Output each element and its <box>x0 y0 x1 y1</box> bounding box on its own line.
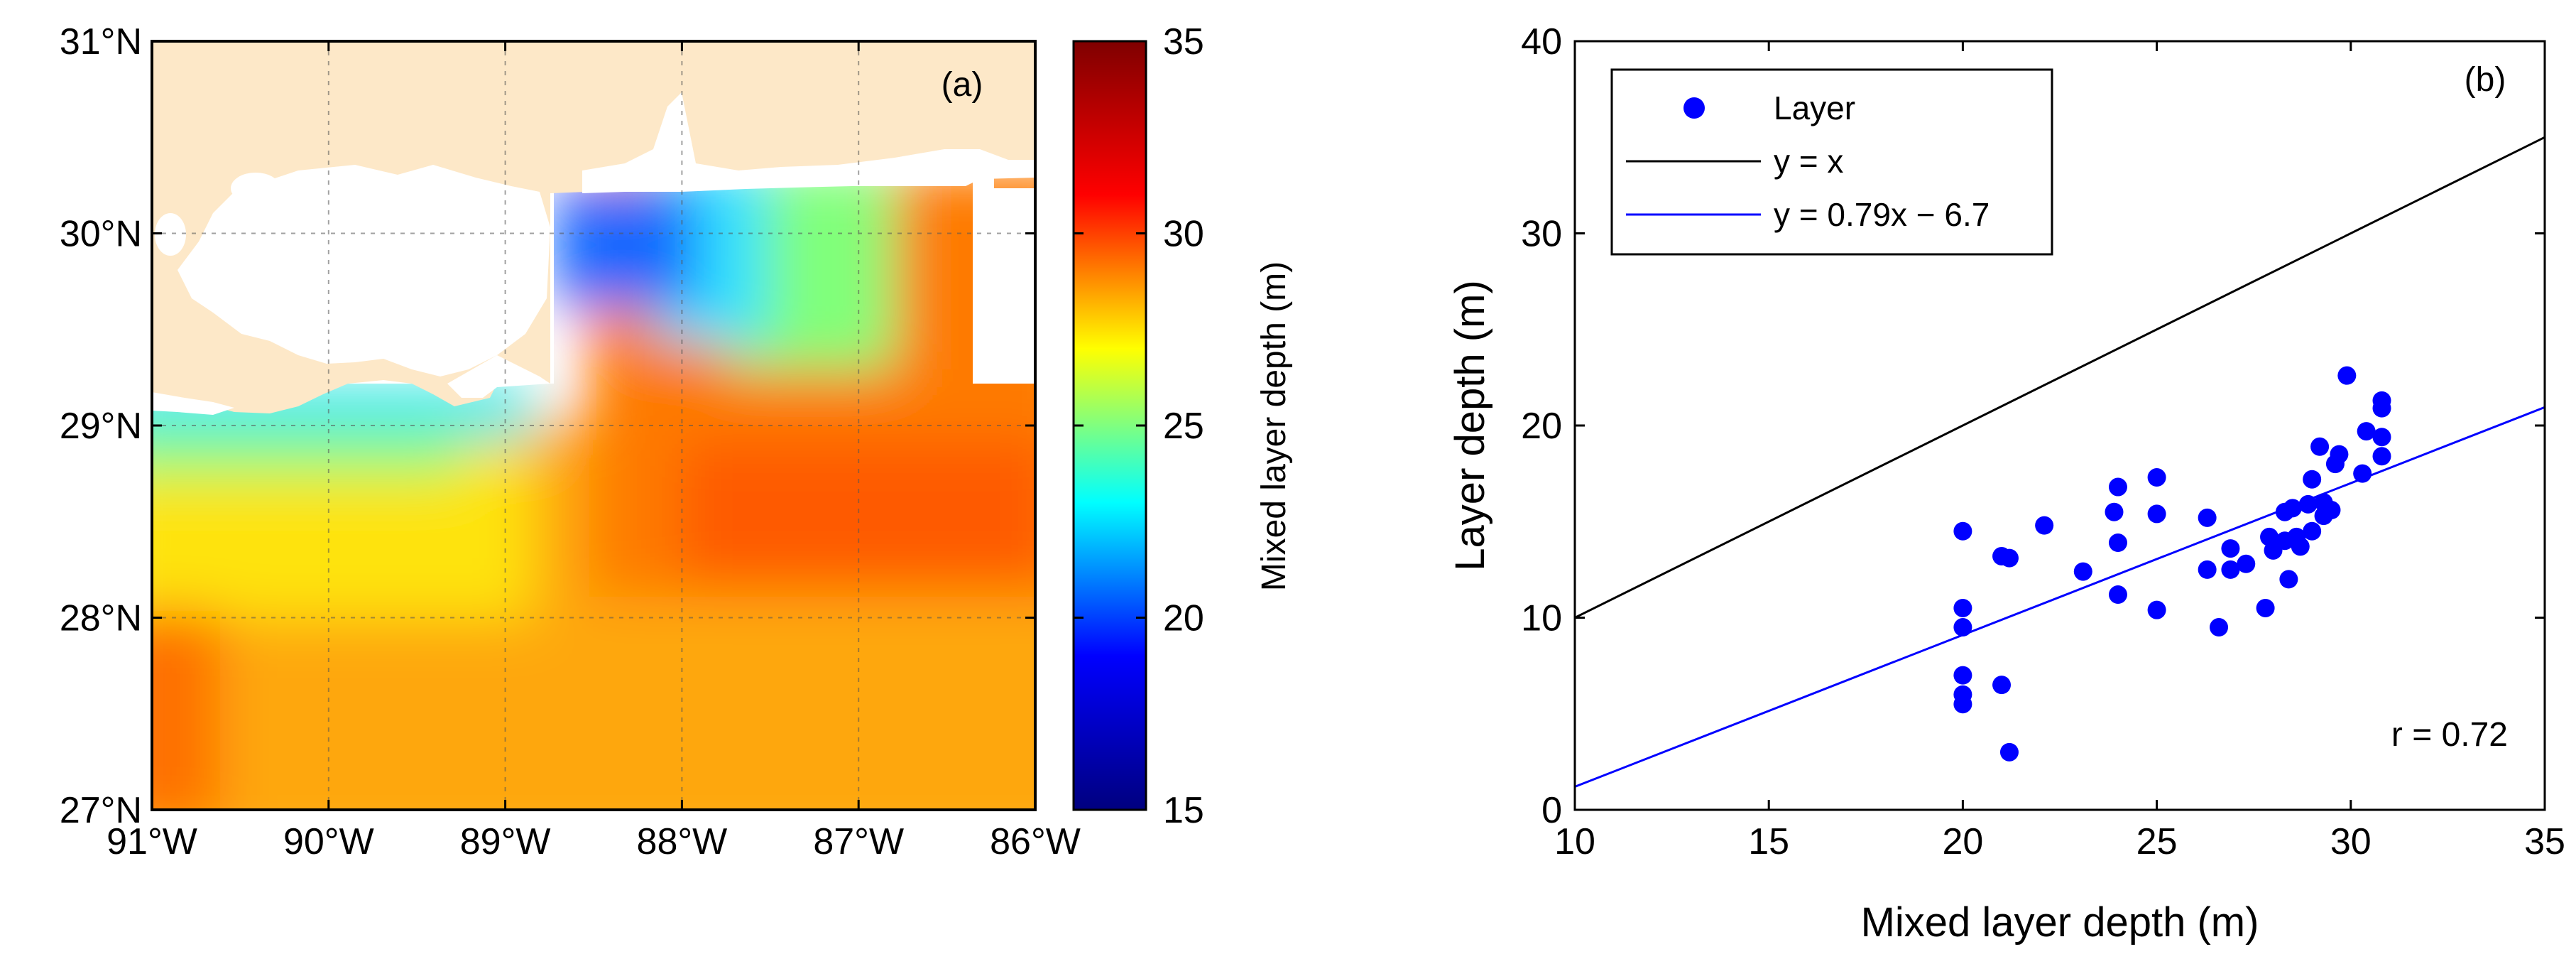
scatter-point <box>2237 554 2256 573</box>
colorbar-tick-label: 35 <box>1163 21 1204 63</box>
scatter-point <box>2291 537 2310 556</box>
scatter-point <box>2357 422 2376 441</box>
x-axis-label: Mixed layer depth (m) <box>1861 899 2259 946</box>
map-y-tick-label: 31°N <box>60 21 142 63</box>
colorbar-tick-label: 20 <box>1163 598 1204 639</box>
map-x-tick-label: 87°W <box>813 821 904 862</box>
scatter-point <box>2337 366 2357 385</box>
map-axes: 91°W 90°W 89°W 88°W 87°W 86°W 27°N 28°N 29°N 30°N… <box>60 21 1081 862</box>
field-delta-green <box>152 433 462 476</box>
scatter-point <box>2198 560 2217 579</box>
map-x-tick-label: 86°W <box>990 821 1081 862</box>
scatter-point <box>1953 695 1972 714</box>
scatter-point <box>1999 548 2019 568</box>
colorbar-tick-label: 25 <box>1163 406 1204 447</box>
scatter-point <box>2353 464 2372 483</box>
colorbar-label: Mixed layer depth (m) <box>1255 261 1293 591</box>
map-x-tick-label: 91°W <box>107 821 197 862</box>
x-tick-label: 25 <box>2136 821 2178 862</box>
scatter-point <box>2310 437 2330 456</box>
scatter-point <box>1953 666 1972 685</box>
field-east-core-max <box>682 440 1035 583</box>
x-tick-label: 35 <box>2524 821 2565 862</box>
y-axis-label: Layer depth (m) <box>1447 280 1493 570</box>
scatter-point <box>2108 477 2127 497</box>
legend-entry-fit: y = 0.79x − 6.7 <box>1774 196 1990 233</box>
scatter-point <box>2221 560 2240 579</box>
y-tick-label: 10 <box>1521 598 1562 639</box>
scatter-point <box>2147 600 2166 619</box>
y-tick-label: 20 <box>1521 406 1562 447</box>
scatter-point <box>2330 445 2349 464</box>
map-y-tick-label: 29°N <box>60 406 142 447</box>
scatter-point <box>1992 676 2012 695</box>
identity-line <box>1575 136 2545 619</box>
scatter-point <box>2283 499 2302 518</box>
map-x-tick-label: 90°W <box>283 821 374 862</box>
scatter-point <box>2372 399 2391 418</box>
correlation-annotation: r = 0.72 <box>2391 716 2508 754</box>
scatter-point <box>2073 562 2092 581</box>
scatter-point <box>1999 742 2019 762</box>
map-grid <box>152 41 1035 810</box>
regression-line <box>1575 406 2545 788</box>
data-void-east <box>994 188 1035 384</box>
map-x-tick-label: 89°W <box>460 821 551 862</box>
scatter-point <box>2303 470 2322 489</box>
panel-label-a: (a) <box>942 66 983 104</box>
x-tick-label: 15 <box>1748 821 1789 862</box>
scatter-point <box>1953 618 1972 637</box>
colorbar-bar <box>1072 40 1147 811</box>
legend-entry-layer: Layer <box>1774 90 1855 126</box>
colorbar-tick-label: 30 <box>1163 214 1204 255</box>
legend: Layer y = x y = 0.79x − 6.7 <box>1610 68 2053 256</box>
scatter-point <box>2035 516 2054 535</box>
field-southwest <box>152 611 220 810</box>
scatter-points <box>1953 366 2391 762</box>
panel-a: 91°W 90°W 89°W 88°W 87°W 86°W 27°N 28°N 29°N 30°N… <box>60 21 1293 862</box>
scatter-point <box>1953 521 1972 541</box>
legend-entry-identity: y = x <box>1774 143 1843 180</box>
map-y-tick-label: 30°N <box>60 214 142 255</box>
map-x-tick-label: 88°W <box>637 821 728 862</box>
scatter-point <box>2279 570 2298 589</box>
scatter-point <box>1953 598 1972 617</box>
colorbar-ticks: 15 20 25 30 35 <box>1074 21 1204 831</box>
scatter-point <box>2303 521 2322 541</box>
x-tick-label: 10 <box>1554 821 1595 862</box>
scatter-point <box>2256 598 2275 617</box>
y-tick-label: 0 <box>1541 790 1562 831</box>
scatter-point <box>2372 428 2391 447</box>
colorbar-tick-label: 15 <box>1163 790 1204 831</box>
scatter-point <box>2147 504 2166 524</box>
scatter-point <box>2314 506 2333 526</box>
map-y-tick-label: 28°N <box>60 598 142 639</box>
map-y-tick-label: 27°N <box>60 790 142 831</box>
coastal-wetlands <box>152 92 1035 415</box>
x-tick-label: 20 <box>1942 821 1983 862</box>
scatter-point <box>2372 447 2391 466</box>
scatter-point <box>2298 494 2318 514</box>
legend-marker-layer <box>1683 97 1705 119</box>
scatter-point <box>2198 508 2217 527</box>
scatter-point <box>2147 468 2166 487</box>
panel-label-b: (b) <box>2465 61 2506 99</box>
data-void-east-notch <box>973 178 994 384</box>
scatter-point <box>2108 585 2127 605</box>
x-tick-label: 30 <box>2330 821 2372 862</box>
scatter-point <box>2105 502 2124 521</box>
y-tick-label: 30 <box>1521 214 1562 255</box>
scatter-point <box>2108 533 2127 553</box>
fit-lines <box>1575 136 2545 788</box>
scatter-point <box>2221 539 2240 558</box>
y-tick-label: 40 <box>1521 21 1562 63</box>
colorbar: 15 20 25 30 35 Mixed layer depth (m) <box>1072 21 1293 831</box>
scatter-point <box>2210 618 2229 637</box>
field-bight-blue <box>554 185 696 305</box>
